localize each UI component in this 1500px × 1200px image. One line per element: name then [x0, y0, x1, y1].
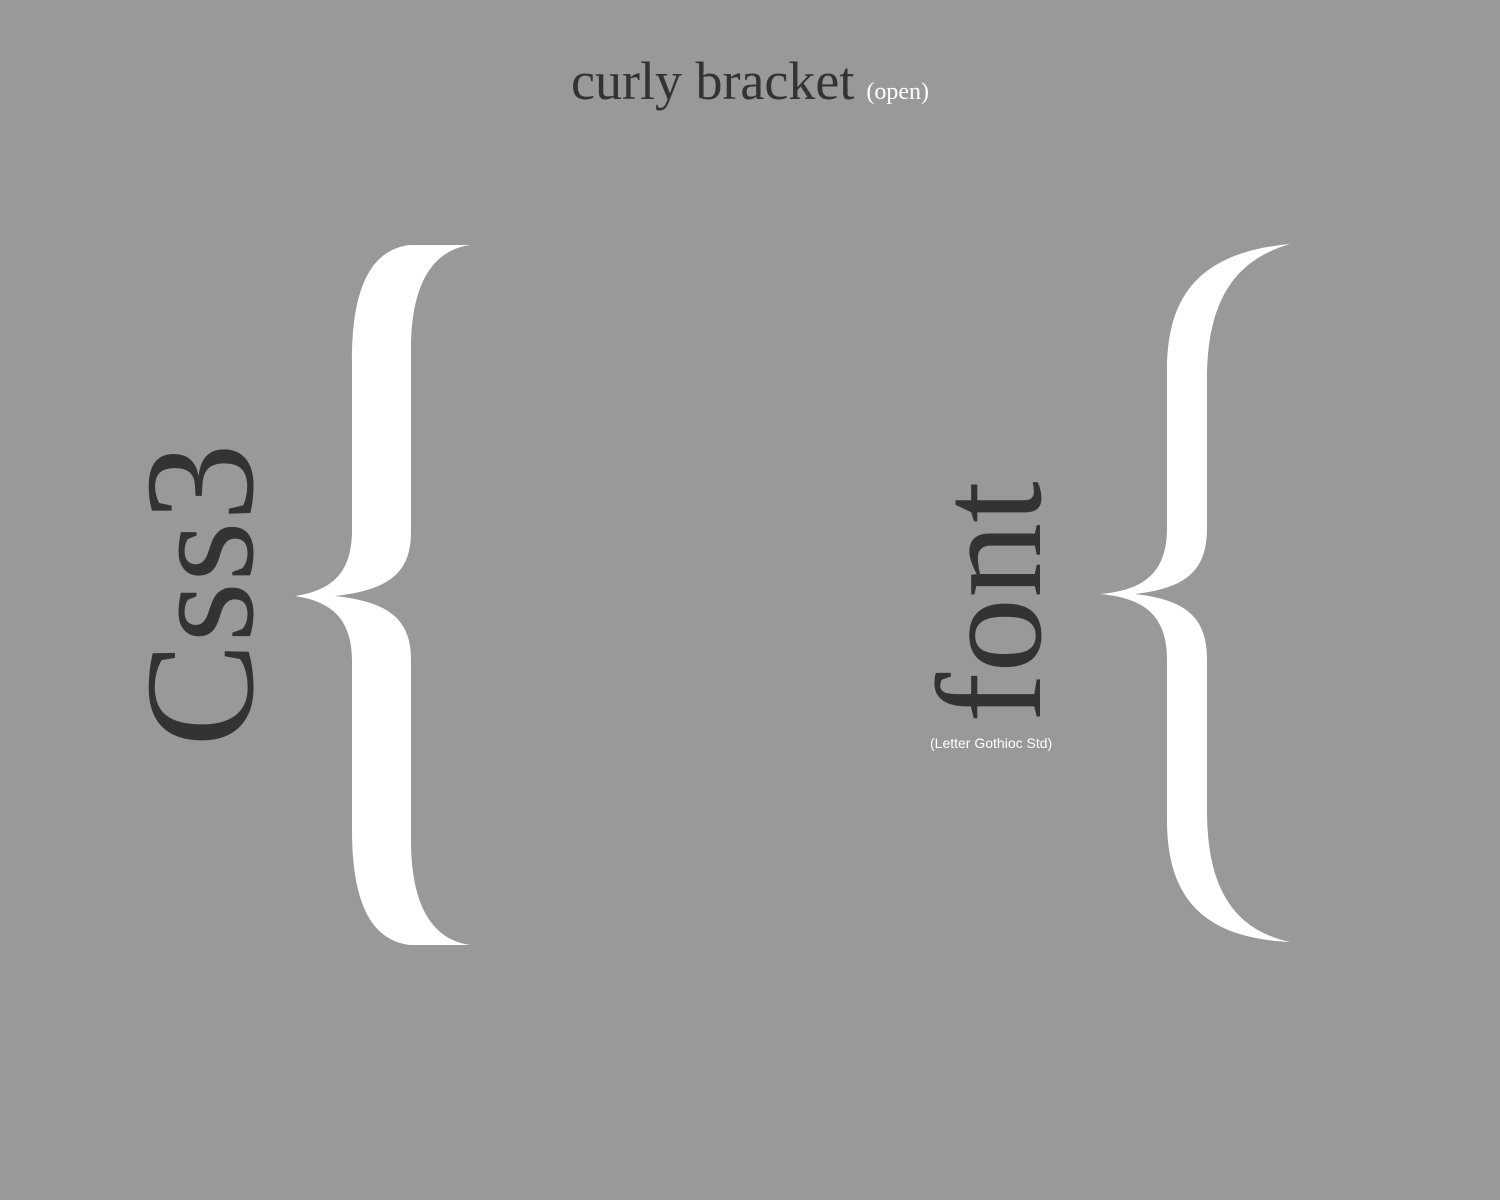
right-curly-bracket-glyph	[1100, 244, 1290, 942]
left-curly-bracket-glyph	[295, 245, 470, 945]
font-name-caption: (Letter Gothioc Std)	[930, 735, 1053, 751]
title-text: curly bracket	[571, 51, 855, 111]
font-rotated-word: font	[907, 481, 1073, 723]
title-qualifier: (open)	[866, 79, 929, 105]
page-title: curly bracket (open)	[0, 50, 1500, 112]
css3-rotated-word: Css3	[113, 443, 286, 747]
